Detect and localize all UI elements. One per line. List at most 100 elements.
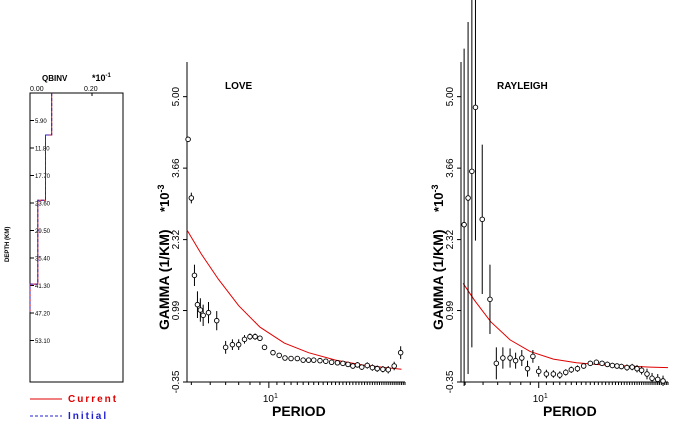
rayleigh-predicted-line <box>462 283 669 369</box>
rayleigh-multiplier: *10-3 <box>430 184 446 212</box>
love-data-point <box>340 360 346 367</box>
rayleigh-data-point <box>574 365 581 372</box>
love-observed-points <box>185 136 404 374</box>
love-data-point <box>213 317 220 324</box>
love-data-point <box>345 361 351 368</box>
qbinv-x-tick-label: 0.00 <box>30 86 44 93</box>
love-y-axis-label: GAMMA (1/KM) <box>156 229 172 330</box>
rayleigh-data-point <box>649 375 655 382</box>
love-data-point <box>252 333 258 340</box>
rayleigh-data-point <box>543 371 550 377</box>
rayleigh-y-tick-label: 3.66 <box>445 158 456 178</box>
love-data-point <box>205 309 212 316</box>
love-data-point <box>288 355 294 362</box>
rayleigh-data-point <box>568 366 575 373</box>
love-data-point <box>391 363 397 369</box>
rayleigh-data-point <box>500 355 506 361</box>
qbinv-y-tick-label: 11.80 <box>35 147 50 153</box>
qbinv-lines <box>29 93 53 313</box>
love-y-tick-label: -0.35 <box>171 370 182 393</box>
love-data-point <box>300 357 306 363</box>
rayleigh-data-point <box>654 376 661 383</box>
rayleigh-data-point <box>550 371 557 377</box>
rayleigh-data-point <box>604 361 611 368</box>
love-data-point <box>188 195 195 201</box>
rayleigh-data-point <box>660 378 666 384</box>
love-y-tick-label: 3.66 <box>171 158 182 178</box>
rayleigh-data-point <box>557 372 563 378</box>
qbinv-y-tick-label: 53.10 <box>35 339 51 345</box>
love-data-point <box>328 359 335 366</box>
love-y-tick-label: 5.00 <box>171 86 182 106</box>
qbinv-y-tick-label: 17.70 <box>35 174 51 180</box>
love-y-tick-label: 2.32 <box>171 229 182 249</box>
love-data-point <box>185 136 191 143</box>
love-x-tick-label: 101 <box>263 393 278 405</box>
rayleigh-data-point <box>524 365 531 372</box>
love-data-point <box>317 357 323 364</box>
qbinv-y-tick-label: 29.50 <box>35 229 51 235</box>
love-data-point <box>229 341 236 348</box>
rayleigh-data-point <box>599 360 605 367</box>
rayleigh-y-ticks: -0.35 0.99 2.32 3.66 5.00 <box>445 86 461 393</box>
rayleigh-x-ticks: 101 <box>464 382 669 405</box>
rayleigh-title: RAYLEIGH <box>497 81 548 92</box>
rayleigh-data-point <box>562 369 569 376</box>
love-data-point <box>369 364 376 371</box>
rayleigh-data-point <box>535 368 542 375</box>
rayleigh-panel: RAYLEIGH GAMMA (1/KM) *10-3 PERIOD -0.35… <box>430 0 669 419</box>
legend-initial-label: Initial <box>68 411 108 421</box>
depth-axis-label: DEPTH (KM) <box>5 227 11 262</box>
love-data-point <box>257 335 263 342</box>
love-data-point <box>380 366 386 372</box>
love-data-point <box>354 362 361 368</box>
qbinv-y-tick-label: 35.40 <box>35 257 51 263</box>
rayleigh-data-point <box>587 360 594 367</box>
rayleigh-y-tick-label: 5.00 <box>445 86 456 106</box>
rayleigh-data-point <box>580 363 587 369</box>
love-data-point <box>241 336 248 343</box>
rayleigh-data-point <box>593 359 600 366</box>
qbinv-title: QBINV <box>42 74 68 83</box>
love-data-point <box>350 363 356 369</box>
rayleigh-data-point <box>530 353 536 360</box>
love-title: LOVE <box>225 81 253 92</box>
love-x-axis-label: PERIOD <box>272 403 326 419</box>
love-data-point <box>397 349 404 356</box>
qbinv-y-tick-label: 41.30 <box>35 284 51 290</box>
qbinv-y-ticks: 5.90 11.80 17.70 23.60 29.50 35.40 41.30 47.20 5… <box>29 93 93 345</box>
love-data-point <box>305 357 312 363</box>
love-data-point <box>235 341 242 348</box>
rayleigh-x-tick-label: 101 <box>533 393 548 405</box>
qbinv-x-tick-label: 0.20 <box>84 86 98 93</box>
love-data-point <box>364 362 370 369</box>
love-data-point <box>194 301 201 308</box>
legend: Current Initial <box>30 394 118 422</box>
love-multiplier: *10-3 <box>156 184 172 212</box>
legend-current-label: Current <box>68 394 118 405</box>
rayleigh-data-point <box>493 360 500 367</box>
qbinv-multiplier: *10-1 <box>92 73 112 83</box>
love-x-ticks: 101 <box>190 382 406 405</box>
love-data-point <box>222 344 229 351</box>
love-panel: LOVE GAMMA (1/KM) *10-3 PERIOD -0.35 0.99… <box>156 62 406 419</box>
love-data-point <box>197 307 204 313</box>
rayleigh-data-point <box>479 216 485 223</box>
love-predicted-line <box>186 229 402 370</box>
love-data-point <box>359 364 365 370</box>
love-data-point <box>191 272 198 279</box>
rayleigh-y-tick-label: -0.35 <box>445 370 456 393</box>
rayleigh-data-point <box>469 168 475 175</box>
rayleigh-data-point <box>644 371 650 377</box>
love-data-point <box>247 333 253 340</box>
rayleigh-x-axis-label: PERIOD <box>543 403 597 419</box>
qbinv-frame <box>29 92 124 383</box>
love-data-point <box>261 344 268 351</box>
rayleigh-data-point <box>614 363 620 369</box>
qbinv-y-tick-label: 47.20 <box>35 312 51 318</box>
love-data-point <box>385 366 391 373</box>
love-data-point <box>294 355 301 362</box>
rayleigh-data-point <box>519 355 525 361</box>
qbinv-panel: QBINV *10-1 0.00 0.20 DEPTH (KM) 5.90 11.… <box>5 73 124 383</box>
love-data-point <box>282 355 288 361</box>
